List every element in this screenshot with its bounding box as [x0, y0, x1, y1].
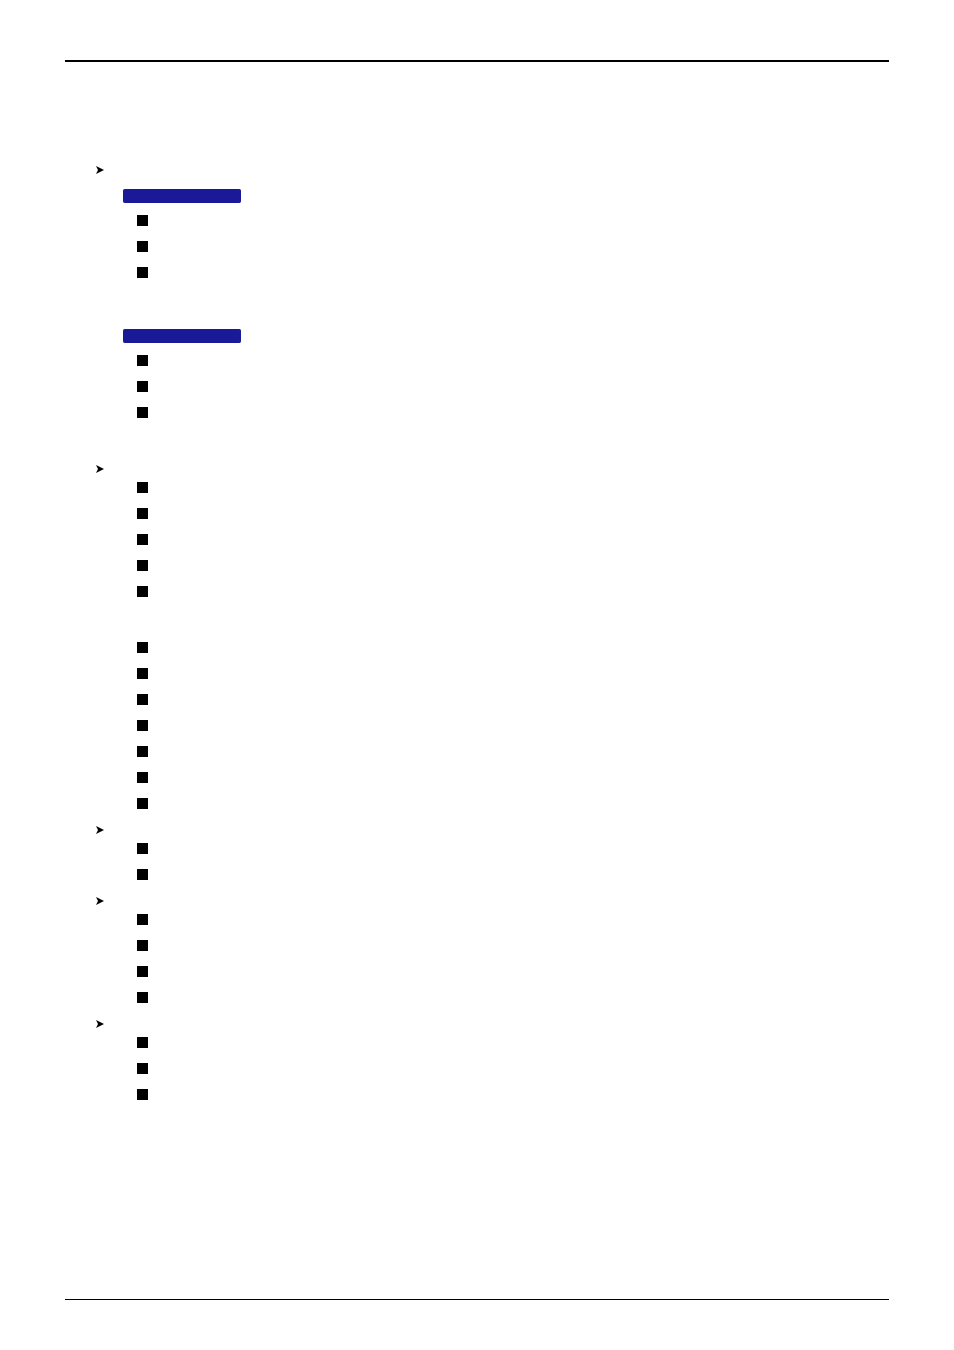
- list-item: [137, 1087, 889, 1107]
- list-item: [137, 718, 889, 738]
- square-bullet-icon: [137, 482, 148, 493]
- spacer: [95, 291, 889, 315]
- top-horizontal-rule: [65, 60, 889, 62]
- list-item: [137, 796, 889, 816]
- square-bullet-list: [137, 353, 889, 425]
- list-item: [137, 1061, 889, 1081]
- outline-arrow-item: [95, 893, 889, 906]
- list-item: [137, 1035, 889, 1055]
- square-bullet-list: [137, 912, 889, 1010]
- square-bullet-list: [137, 841, 889, 887]
- list-item: [137, 532, 889, 552]
- square-bullet-icon: [137, 914, 148, 925]
- outline-arrow-item: [95, 461, 889, 474]
- list-item: [137, 666, 889, 686]
- square-bullet-list: [137, 640, 889, 816]
- square-bullet-icon: [137, 407, 148, 418]
- list-item: [137, 938, 889, 958]
- list-item: [137, 379, 889, 399]
- square-bullet-icon: [137, 940, 148, 951]
- blue-heading-bar: [123, 189, 241, 203]
- square-bullet-icon: [137, 215, 148, 226]
- list-item: [137, 692, 889, 712]
- square-bullet-list: [137, 480, 889, 604]
- list-item: [137, 964, 889, 984]
- list-item: [137, 558, 889, 578]
- list-item: [137, 265, 889, 285]
- outline-arrow-item: [95, 162, 889, 175]
- blue-heading-bar: [123, 329, 241, 343]
- spacer: [95, 431, 889, 455]
- list-item: [137, 640, 889, 660]
- square-bullet-icon: [137, 267, 148, 278]
- square-bullet-icon: [137, 992, 148, 1003]
- list-item: [137, 239, 889, 259]
- arrow-right-icon: [95, 464, 105, 474]
- list-item: [137, 744, 889, 764]
- square-bullet-icon: [137, 534, 148, 545]
- arrow-right-icon: [95, 825, 105, 835]
- arrow-right-icon: [95, 896, 105, 906]
- square-bullet-icon: [137, 746, 148, 757]
- square-bullet-icon: [137, 869, 148, 880]
- square-bullet-icon: [137, 381, 148, 392]
- square-bullet-icon: [137, 966, 148, 977]
- outline-content: [65, 162, 889, 1107]
- arrow-right-icon: [95, 165, 105, 175]
- square-bullet-icon: [137, 355, 148, 366]
- square-bullet-icon: [137, 586, 148, 597]
- outline-arrow-item: [95, 822, 889, 835]
- list-item: [137, 841, 889, 861]
- list-item: [137, 353, 889, 373]
- square-bullet-icon: [137, 642, 148, 653]
- list-item: [137, 770, 889, 790]
- square-bullet-icon: [137, 720, 148, 731]
- list-item: [137, 912, 889, 932]
- list-item: [137, 990, 889, 1010]
- square-bullet-icon: [137, 560, 148, 571]
- list-item: [137, 506, 889, 526]
- square-bullet-list: [137, 1035, 889, 1107]
- square-bullet-icon: [137, 1089, 148, 1100]
- outline-arrow-item: [95, 1016, 889, 1029]
- list-item: [137, 584, 889, 604]
- list-item: [137, 867, 889, 887]
- square-bullet-icon: [137, 1037, 148, 1048]
- square-bullet-icon: [137, 843, 148, 854]
- square-bullet-icon: [137, 241, 148, 252]
- spacer: [95, 610, 889, 634]
- list-item: [137, 213, 889, 233]
- square-bullet-icon: [137, 668, 148, 679]
- list-item: [137, 405, 889, 425]
- square-bullet-list: [137, 213, 889, 285]
- list-item: [137, 480, 889, 500]
- square-bullet-icon: [137, 1063, 148, 1074]
- square-bullet-icon: [137, 508, 148, 519]
- bottom-horizontal-rule: [65, 1299, 889, 1300]
- square-bullet-icon: [137, 772, 148, 783]
- square-bullet-icon: [137, 694, 148, 705]
- square-bullet-icon: [137, 798, 148, 809]
- arrow-right-icon: [95, 1019, 105, 1029]
